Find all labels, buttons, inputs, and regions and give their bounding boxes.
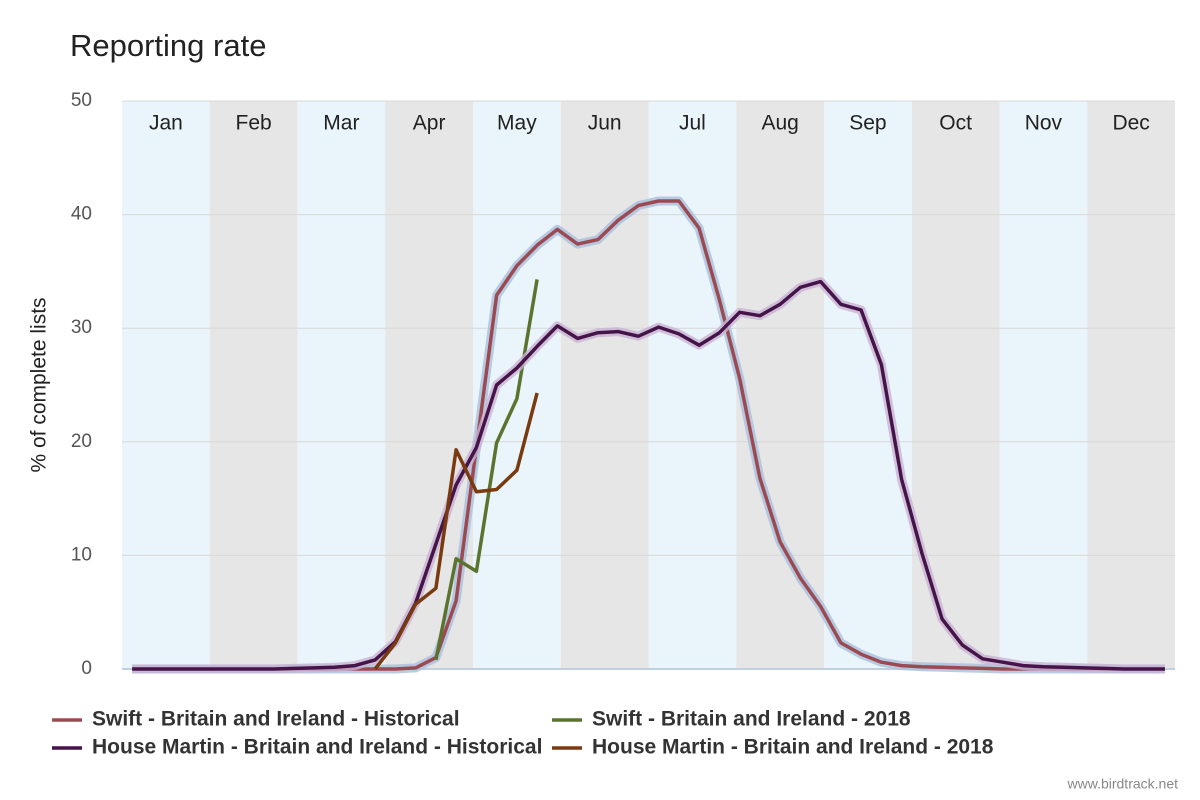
month-label: Feb [236,112,272,135]
month-label: Sep [849,112,886,135]
month-label: May [497,112,537,135]
month-label: Dec [1112,112,1149,135]
y-tick-label: 0 [81,658,92,679]
month-band [999,101,1088,669]
month-label: Jul [679,112,706,135]
month-band [736,101,824,669]
series-line [434,279,539,661]
month-label: Oct [939,112,972,135]
month-band [209,101,298,669]
y-tick-label: 20 [71,431,92,452]
y-tick-label: 40 [71,204,92,225]
source: www.birdtrack.net [1067,776,1179,792]
legend-label: Swift - Britain and Ireland - Historical [92,708,460,731]
month-band [648,101,737,669]
month-label: Jun [588,112,622,135]
month-band [122,101,210,669]
chart-title: Reporting rate [70,28,266,63]
series-line [373,392,539,671]
legend-label: House Martin - Britain and Ireland - 201… [592,736,994,759]
month-band [824,101,912,669]
y-tick-label: 10 [71,544,92,565]
month-label: Aug [761,112,798,135]
month-band [1087,101,1175,669]
series-line [132,279,1165,671]
legend-label: House Martin - Britain and Ireland - His… [92,736,542,759]
month-label: Apr [413,112,446,135]
month-label: Mar [323,112,359,135]
month-label: Nov [1025,112,1063,135]
y-axis-label: % of complete lists [28,297,51,472]
y-tick-label: 50 [71,90,92,111]
month-band [911,101,1000,669]
month-band [560,101,649,669]
y-tick-label: 30 [71,317,92,338]
month-label: Jan [149,112,183,135]
month-band [297,101,386,669]
legend-label: Swift - Britain and Ireland - 2018 [592,708,911,731]
